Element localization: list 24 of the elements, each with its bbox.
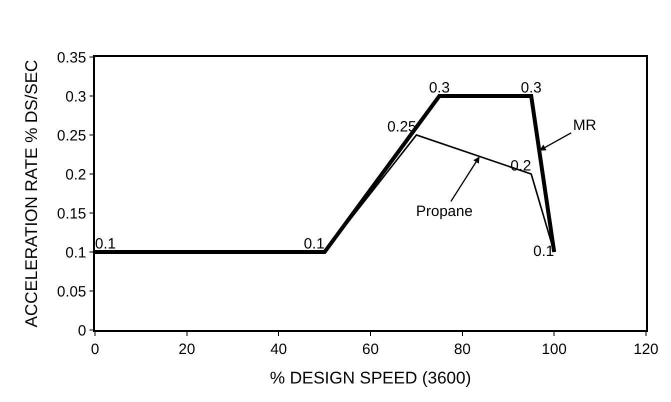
text: MR xyxy=(573,117,596,134)
x-tick-label: 40 xyxy=(270,340,288,358)
data-label: 0.1 xyxy=(95,235,116,252)
data-label: 0.1 xyxy=(533,242,554,260)
y-tick-label: 0.1 xyxy=(65,244,86,262)
y-tick-label: 0.2 xyxy=(65,166,86,184)
x-tick-label: 0 xyxy=(90,340,100,358)
data-label: 0.1 xyxy=(304,235,325,252)
y-axis-title: ACCELERATION RATE % DS/SEC xyxy=(22,60,42,328)
x-axis-title: % DESIGN SPEED (3600) xyxy=(270,368,472,388)
y-tick-label: 0.25 xyxy=(57,127,86,144)
x-tick-label: 20 xyxy=(178,340,196,358)
y-tick-label: 0.05 xyxy=(57,283,86,300)
x-tick-label: 60 xyxy=(362,340,379,358)
y-tick-label: 0.3 xyxy=(65,88,86,106)
data-label: 0.3 xyxy=(428,79,450,96)
x-tick-label: 100 xyxy=(542,340,567,358)
text: Propane xyxy=(416,203,473,220)
y-tick-label: 0.35 xyxy=(57,49,86,66)
x-tick-label: 80 xyxy=(454,340,471,358)
data-label: 0.3 xyxy=(520,79,542,96)
x-tick-label: 120 xyxy=(633,340,659,358)
y-tick-label: 0.15 xyxy=(57,205,86,222)
y-tick-label: 0 xyxy=(78,322,86,340)
